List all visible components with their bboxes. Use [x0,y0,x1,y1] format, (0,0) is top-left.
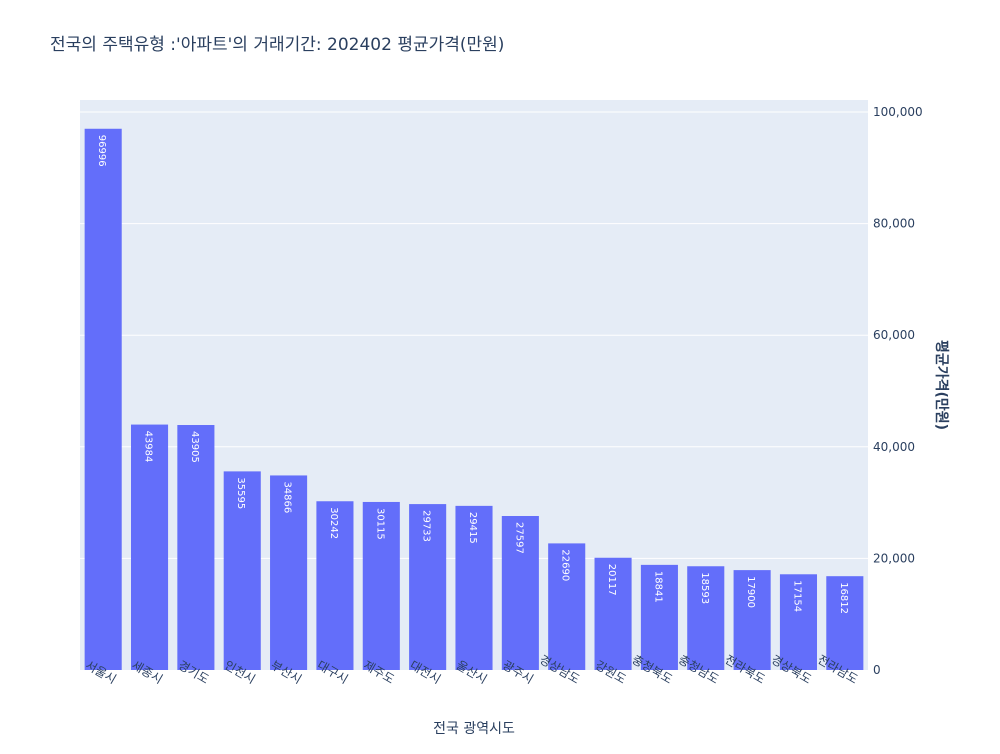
bar [223,471,261,670]
y-tick-label: 20,000 [873,551,915,565]
y-axis-title: 평균가격(만원) [933,340,950,430]
bar-value-label: 18593 [699,572,710,604]
bar-value-label: 30242 [328,507,339,539]
y-tick-label: 40,000 [873,440,915,454]
bar-value-label: 96996 [96,135,107,167]
bar-value-label: 34866 [282,481,293,513]
bar-value-label: 29733 [421,510,432,542]
data-labels: 96996 43984 43905 35595 34866 30242 30115 29733… [96,135,849,614]
y-tick-label: 60,000 [873,328,915,342]
bar-value-label: 17154 [791,580,802,612]
bar [270,475,308,670]
bar [733,570,771,670]
bar [779,574,818,670]
bar-value-label: 20117 [606,564,617,596]
bar [409,504,447,670]
bar-value-label: 27597 [513,522,524,554]
bar-value-label: 43905 [189,431,200,463]
y-tick-label: 100,000 [873,105,923,119]
bar-value-label: 17900 [745,576,756,608]
bar-value-label: 18841 [652,571,663,603]
bar [130,424,169,670]
bar [362,501,400,670]
bar [455,505,493,670]
y-tick-labels: 0 20,000 40,000 60,000 80,000 100,000 [873,105,923,677]
x-axis-title: 전국 광역시도 [433,721,515,737]
bar [548,543,586,670]
bar-value-label: 29415 [467,512,478,544]
bar-value-label: 22690 [560,549,571,581]
bar-value-label: 35595 [235,477,246,509]
bar [640,564,678,670]
bar [687,566,725,670]
bar-value-label: 16812 [838,582,849,614]
bar-value-label: 30115 [374,508,385,540]
y-tick-label: 0 [873,663,881,677]
bar [594,557,632,670]
bar-value-label: 43984 [143,431,154,463]
chart-title: 전국의 주택유형 :'아파트'의 거래기간: 202402 평균가격(만원) [50,35,504,55]
bar [501,516,539,670]
bar [177,425,215,670]
bar [84,128,122,670]
bar [316,501,354,670]
bars [84,128,864,670]
y-tick-label: 80,000 [873,217,915,231]
bar [826,576,864,670]
